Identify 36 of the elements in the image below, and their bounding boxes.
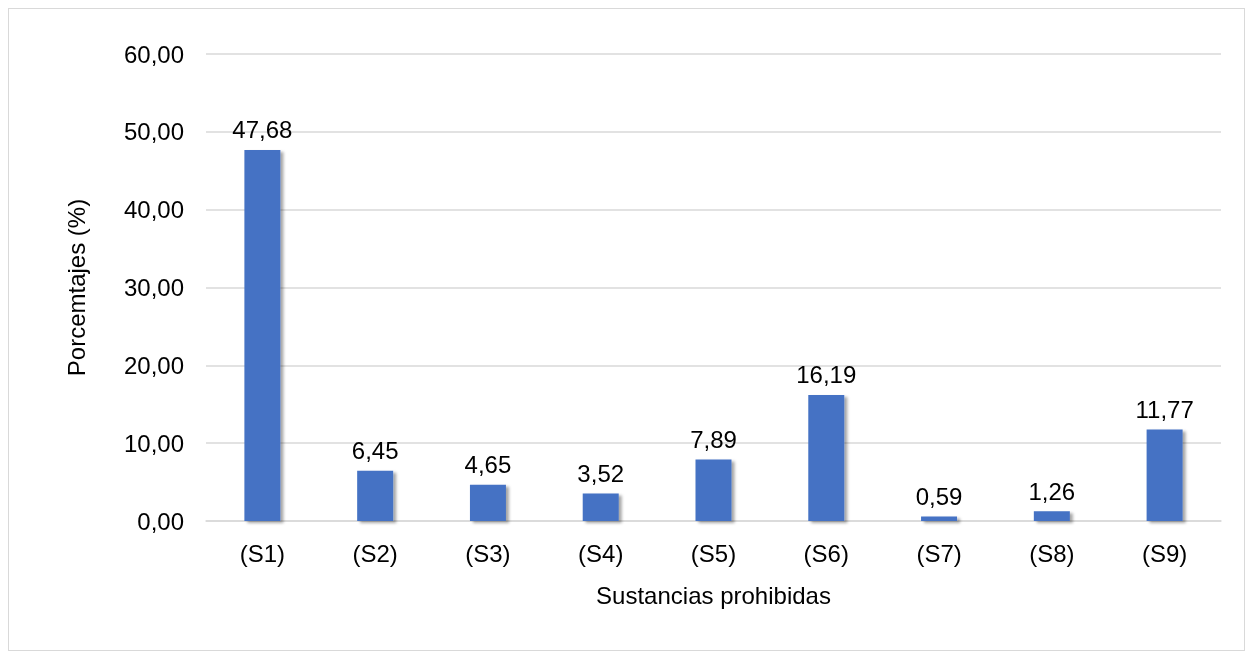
data-label: 7,89 (690, 426, 737, 454)
data-label: 47,68 (232, 116, 293, 144)
x-tick-label: (S5) (690, 539, 737, 567)
data-label: 3,52 (577, 460, 625, 488)
y-axis-title: Porcemtajes (%) (62, 198, 90, 377)
data-label: 1,26 (1028, 477, 1076, 505)
data-label: 0,59 (915, 482, 963, 510)
x-tick-label: (S7) (916, 539, 962, 567)
y-tick-label: 30,00 (123, 274, 184, 301)
bar (244, 149, 281, 521)
y-tick-label: 60,00 (123, 40, 184, 68)
x-tick-label: (S2) (352, 539, 398, 567)
x-tick-label: (S9) (1141, 539, 1188, 567)
y-tick-label: 0,00 (137, 507, 184, 535)
bar (808, 394, 845, 521)
bar (1033, 511, 1070, 521)
y-tick-label: 20,00 (123, 351, 184, 379)
bar (1146, 429, 1183, 521)
bar (921, 516, 958, 521)
bar (469, 484, 506, 521)
y-tick-label: 50,00 (123, 118, 184, 146)
bar (695, 459, 732, 521)
data-label: 4,65 (464, 451, 512, 479)
y-tick-label: 10,00 (123, 429, 184, 457)
data-label: 16,19 (796, 361, 857, 389)
x-tick-label: (S1) (239, 539, 286, 567)
x-tick-label: (S6) (803, 539, 849, 567)
data-label: 11,77 (1135, 395, 1194, 423)
bar (582, 493, 619, 521)
x-tick-label: (S4) (578, 539, 624, 567)
x-tick-label: (S3) (465, 539, 511, 567)
y-tick-label: 40,00 (123, 196, 184, 224)
bar (357, 470, 394, 521)
x-tick-label: (S8) (1029, 539, 1075, 567)
data-label: 6,45 (351, 437, 399, 465)
x-axis-title: Sustancias prohibidas (596, 581, 831, 609)
